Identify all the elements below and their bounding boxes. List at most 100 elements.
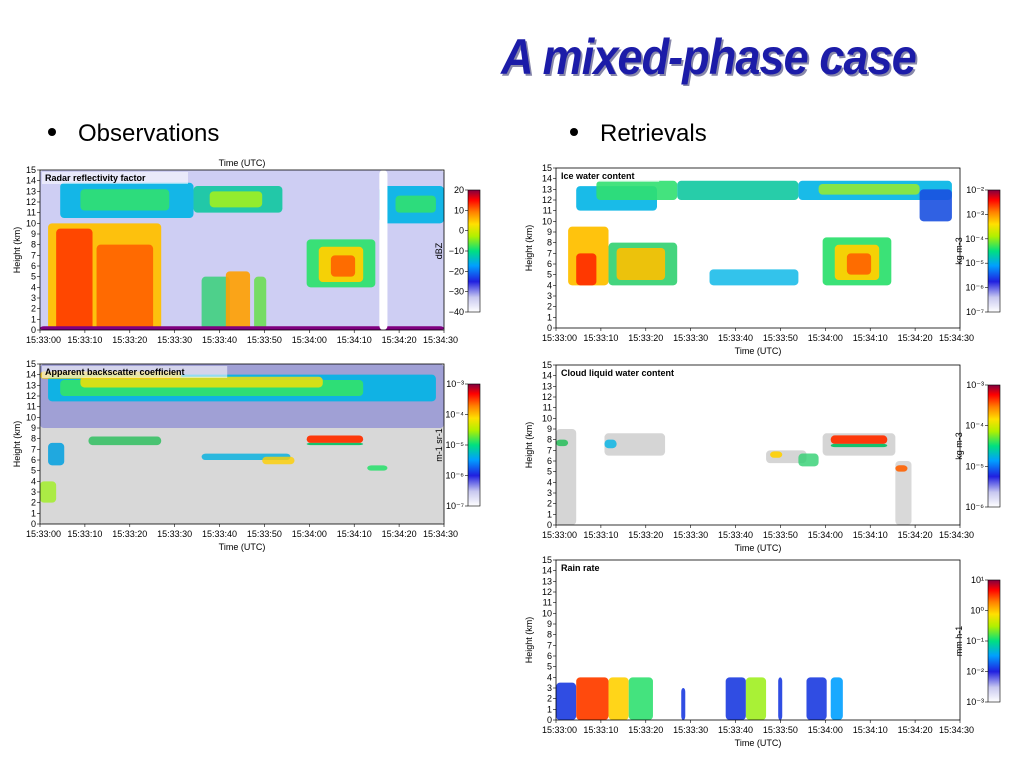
y-tick-label: 2 [547, 499, 552, 509]
y-tick-label: 14 [26, 370, 36, 380]
field-region [725, 677, 746, 720]
y-tick-label: 10 [542, 608, 552, 618]
colorbar-tick-label: 20 [454, 185, 464, 195]
panel-ice-water-content: 0 1 2 3 4 5 6 7 8 9 10 11 12 13 14 15 15:33:00 15:33:10 15… [520, 160, 1020, 360]
panel-title-bg [558, 562, 615, 574]
field-region [379, 170, 388, 330]
colorbar [467, 189, 481, 313]
y-tick-label: 1 [31, 508, 36, 518]
x-tick-label: 15:34:30 [939, 333, 974, 343]
x-tick-label: 15:33:00 [542, 725, 577, 735]
x-tick-label: 15:33:30 [157, 335, 192, 345]
field-region [596, 180, 678, 200]
y-tick-label: 7 [31, 444, 36, 454]
x-tick-label: 15:33:20 [628, 725, 663, 735]
x-tick-label: 15:33:50 [247, 335, 282, 345]
x-tick-label: 15:34:20 [898, 530, 933, 540]
colorbar-tick-label: 10⁻² [966, 185, 984, 195]
x-tick-label: 15:33:30 [673, 333, 708, 343]
field-region [330, 255, 356, 277]
y-tick-label: 10 [542, 216, 552, 226]
y-tick-label: 4 [31, 476, 36, 486]
field-region [96, 244, 154, 330]
field-region [306, 435, 364, 443]
field-region [681, 688, 686, 720]
field-region [88, 436, 162, 446]
field-region [48, 442, 65, 466]
y-tick-label: 5 [31, 272, 36, 282]
data-field [40, 170, 444, 330]
data-field [556, 677, 843, 720]
field-region [616, 248, 666, 280]
field-region [576, 253, 597, 286]
data-field [556, 429, 912, 525]
colorbar-tick-label: 10¹ [971, 575, 984, 585]
y-tick-label: 12 [26, 197, 36, 207]
x-tick-label: 15:34:10 [853, 725, 888, 735]
y-tick-label: 3 [31, 487, 36, 497]
x-tick-label: 15:33:20 [112, 529, 147, 539]
plot-frame [555, 167, 961, 329]
bullet-observations: Observations [48, 120, 219, 148]
y-tick-label: 12 [26, 391, 36, 401]
field-region [895, 461, 912, 525]
x-tick-label: 15:34:30 [423, 335, 458, 345]
field-region [80, 376, 323, 388]
y-tick-label: 13 [26, 186, 36, 196]
field-region [830, 677, 843, 720]
y-tick-label: 11 [543, 206, 552, 216]
colorbar-tick-label: 10⁻⁷ [966, 307, 984, 317]
panel-title: Ice water content [561, 171, 635, 181]
y-tick-label: 1 [547, 704, 552, 714]
x-tick-label: 15:34:30 [939, 530, 974, 540]
field-region [604, 433, 666, 456]
y-tick-label: 1 [547, 509, 552, 519]
field-region [556, 439, 569, 447]
y-tick-label: 0 [31, 519, 36, 529]
y-tick-label: 10 [26, 412, 36, 422]
x-tick-label: 15:33:40 [718, 725, 753, 735]
y-tick-label: 15 [542, 163, 552, 173]
field-region [56, 228, 93, 330]
y-tick-label: 8 [31, 240, 36, 250]
x-tick-label: 15:33:00 [26, 529, 61, 539]
y-axis-label: Height (km) [524, 617, 534, 664]
field-region [798, 453, 819, 467]
y-tick-label: 12 [542, 392, 552, 402]
x-tick-label: 15:34:00 [808, 530, 843, 540]
x-tick-label: 15:34:00 [808, 333, 843, 343]
panel-backscatter: 0 1 2 3 4 5 6 7 8 9 10 11 12 13 14 15 15:33:00 15:33:10 15… [8, 356, 508, 554]
y-tick-label: 6 [31, 455, 36, 465]
colorbar-tick-label: 10⁻³ [966, 380, 984, 390]
x-tick-label: 15:34:00 [292, 335, 327, 345]
colorbar-tick-label: 10⁻³ [966, 697, 984, 707]
colorbar-tick-label: 10⁻⁴ [965, 234, 984, 244]
x-tick-label: 15:33:50 [247, 529, 282, 539]
field-region [895, 465, 908, 472]
y-tick-label: 3 [547, 291, 552, 301]
x-axis-label: Time (UTC) [735, 543, 782, 553]
y-tick-label: 8 [547, 435, 552, 445]
field-region [556, 429, 577, 525]
field-region [709, 269, 799, 286]
x-tick-label: 15:34:20 [898, 725, 933, 735]
panel-liquid-water-content: 0 1 2 3 4 5 6 7 8 9 10 11 12 13 14 15 15:33:00 15:33:10 15… [520, 357, 1020, 555]
field-region [201, 276, 230, 330]
colorbar-tick-label: 10⁻⁴ [445, 410, 464, 420]
y-tick-label: 4 [31, 282, 36, 292]
y-tick-label: 2 [31, 498, 36, 508]
field-region [367, 465, 388, 471]
panel-title: Rain rate [561, 563, 600, 573]
y-tick-label: 5 [547, 467, 552, 477]
x-tick-label: 15:33:20 [628, 333, 663, 343]
field-region [209, 191, 263, 208]
x-axis-label: Time (UTC) [735, 738, 782, 748]
y-tick-label: 10 [542, 413, 552, 423]
field-region [677, 180, 799, 200]
field-region [830, 443, 888, 448]
colorbar-tick-label: −30 [449, 287, 464, 297]
x-tick-label: 15:34:10 [337, 335, 372, 345]
y-tick-label: 9 [31, 229, 36, 239]
